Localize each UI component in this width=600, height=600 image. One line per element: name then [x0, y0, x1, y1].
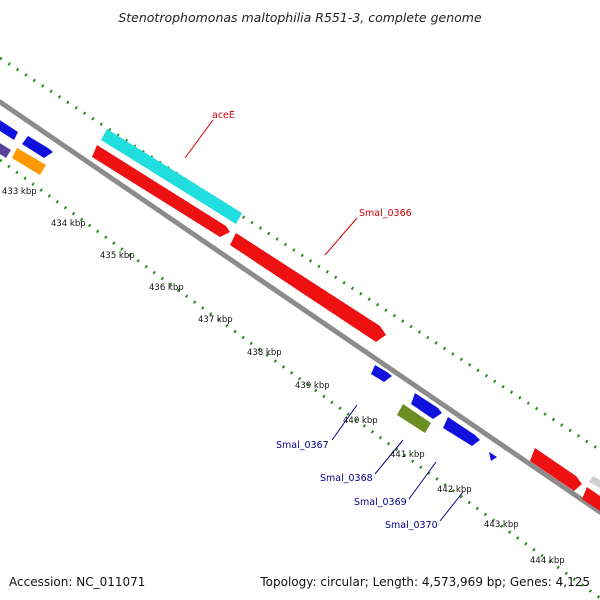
scale-label: 443 kbp [484, 520, 519, 530]
leader-Smal_0369 [408, 461, 437, 500]
scale-label: 433 kbp [2, 187, 37, 197]
outer-dotted-track [0, 56, 600, 452]
gene-feature-olive[interactable] [397, 404, 431, 433]
gene-feature-blue[interactable] [22, 136, 53, 158]
gene-feature-Smal_0366[interactable] [230, 233, 386, 342]
gene-label-Smal_0369: Smal_0369 [354, 497, 407, 508]
scale-label: 435 kbp [100, 251, 135, 261]
gene-features [0, 117, 600, 511]
gene-feature-Smal_0367[interactable] [371, 365, 392, 382]
topology-summary-text: Topology: circular; Length: 4,573,969 bp… [259, 575, 590, 589]
scale-label: 436 kbp [149, 283, 184, 293]
scale-label: 440 kbp [343, 416, 378, 426]
gene-feature-blue[interactable] [0, 117, 18, 140]
label-leaders [184, 119, 464, 522]
leader-Smal_0366 [324, 217, 358, 256]
gene-feature-Smal_0368[interactable] [411, 393, 442, 419]
gene-label-aceE: aceE [212, 110, 235, 121]
gene-label-Smal_0367: Smal_0367 [276, 440, 329, 451]
gene-feature-red[interactable] [582, 487, 600, 511]
gene-feature-purple[interactable] [0, 140, 11, 158]
scale-label: 439 kbp [295, 381, 330, 391]
leader-aceE [184, 119, 214, 159]
gene-feature-red[interactable] [530, 448, 582, 491]
map-title: Stenotrophomonas maltophilia R551-3, com… [118, 10, 482, 25]
gene-label-Smal_0370: Smal_0370 [385, 520, 438, 531]
scale-label: 444 kbp [530, 556, 565, 566]
gene-feature-grey[interactable] [589, 476, 600, 488]
gene-feature-Smal_0369[interactable] [443, 417, 480, 446]
gene-feature-orange[interactable] [12, 148, 46, 175]
leader-Smal_0370 [439, 491, 464, 522]
gene-label-Smal_0368: Smal_0368 [320, 473, 373, 484]
gene-label-Smal_0366: Smal_0366 [359, 208, 412, 219]
scale-label: 434 kbp [51, 219, 86, 229]
scale-labels: 433 kbp 434 kbp 435 kbp 436 kbp 437 kbp … [2, 187, 565, 566]
leader-Smal_0367 [331, 404, 358, 441]
scale-label: 437 kbp [198, 315, 233, 325]
gene-labels: aceE Smal_0366 Smal_0367 Smal_0368 Smal_… [212, 110, 438, 531]
gene-feature-red[interactable] [92, 145, 230, 237]
scale-label: 441 kbp [390, 450, 425, 460]
leader-Smal_0368 [374, 439, 404, 475]
genome-backbone [0, 99, 600, 515]
inner-dotted-track [0, 158, 600, 600]
gene-feature-Smal_0370[interactable] [489, 452, 497, 461]
scale-label: 438 kbp [247, 348, 282, 358]
accession-text: Accession: NC_011071 [9, 575, 145, 589]
gene-feature-aceE[interactable] [101, 129, 242, 224]
scale-label: 442 kbp [437, 485, 472, 495]
